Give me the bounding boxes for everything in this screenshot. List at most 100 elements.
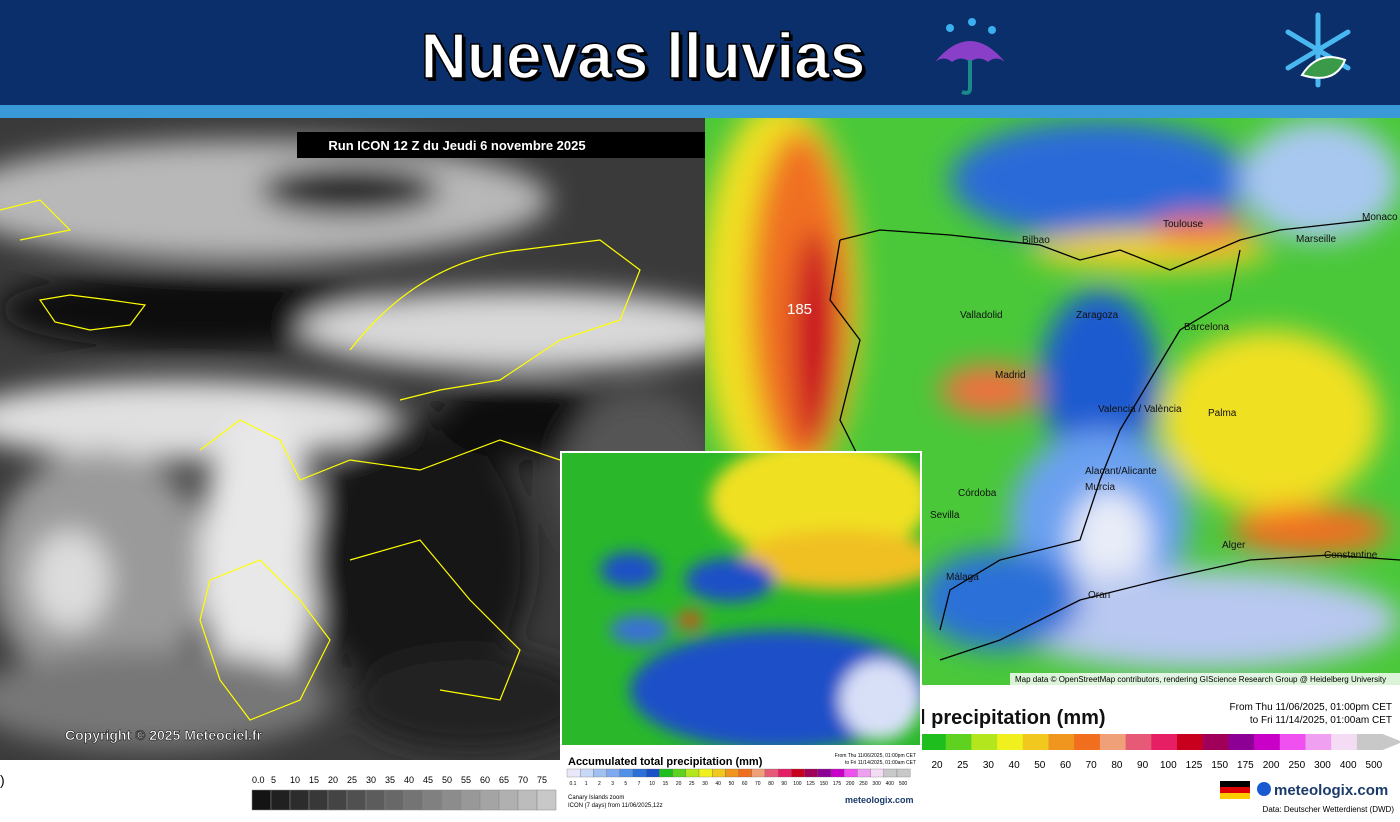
legend-swatch: [945, 734, 972, 750]
legend-label: 65: [499, 775, 509, 785]
attribution: Map data © OpenStreetMap contributors, r…: [1015, 675, 1386, 684]
city-label: Toulouse: [1163, 219, 1203, 230]
legend-label: 0.1: [570, 781, 577, 787]
legend-label: 175: [833, 781, 842, 787]
legend-swatch: [764, 768, 779, 778]
legend-label: 250: [1288, 760, 1305, 771]
inset-legend-title: Accumulated total precipitation (mm): [568, 756, 763, 768]
legend-label: 5: [271, 775, 276, 785]
city-label: Palma: [1208, 408, 1237, 419]
city-label: Valencia / València: [1098, 404, 1182, 415]
legend-label: 20: [328, 775, 338, 785]
city-label: Madrid: [995, 370, 1026, 381]
legend-label: 15: [309, 775, 319, 785]
legend-label: 60: [480, 775, 490, 785]
legend-label: 50: [729, 781, 735, 787]
legend-swatch: [536, 789, 557, 811]
legend-label: 40: [404, 775, 414, 785]
umbrella-icon: [935, 18, 1005, 95]
legend-swatch: [738, 768, 752, 778]
source: Data: Deutscher Wetterdienst (DWD): [1263, 805, 1395, 814]
legend-label: 125: [1186, 760, 1203, 771]
legend-swatch: [1074, 734, 1101, 750]
legend-label: 3: [611, 781, 614, 787]
legend-swatch: [791, 768, 805, 778]
legend-swatch: [1048, 734, 1075, 750]
legend-label: 10: [649, 781, 655, 787]
legend-swatch: [251, 789, 272, 811]
legend-label: 50: [442, 775, 452, 785]
legend-swatch: [580, 768, 594, 778]
legend-swatch: [619, 768, 634, 778]
max-value: 185: [787, 301, 812, 318]
legend-swatch: [870, 768, 884, 778]
legend-swatch: [1279, 734, 1306, 750]
legend-swatch: [1202, 734, 1229, 750]
brand-icon: [1257, 782, 1271, 796]
inset-zoom: Canary Islands zoom: [568, 795, 624, 801]
legend-swatch: [857, 768, 871, 778]
city-label: Oran: [1088, 590, 1110, 601]
legend-label: 7: [638, 781, 641, 787]
run-label: Run ICON 12 Z du Jeudi 6 novembre 2025: [328, 138, 585, 153]
legend-swatch: [1151, 734, 1178, 750]
legend-label: 20: [676, 781, 682, 787]
precipitation-map: 185 Bilbao Toulouse Marseille Monaco Vallado…: [705, 118, 1400, 685]
legend-swatch: [646, 768, 660, 778]
legend-label: 5: [624, 781, 627, 787]
legend-swatch: [712, 768, 726, 778]
legend-swatch: [606, 768, 620, 778]
legend-label: 175: [1237, 760, 1254, 771]
legend-swatch: [698, 768, 713, 778]
period-from: From Thu 11/06/2025, 01:00pm CET: [1230, 702, 1393, 713]
legend-label: 35: [385, 775, 395, 785]
legend-swatch: [1331, 734, 1358, 750]
legend-label: 200: [846, 781, 855, 787]
legend-label: 70: [518, 775, 528, 785]
legend-swatch: [883, 768, 898, 778]
legend-swatch: [685, 768, 700, 778]
legend-swatch: [403, 789, 424, 811]
legend-label: 40: [1009, 760, 1021, 771]
legend-label: 50: [1034, 760, 1046, 771]
city-label: Málaga: [946, 572, 979, 583]
legend-swatch: [632, 768, 647, 778]
legend-swatch: [270, 789, 291, 811]
legend-label: 25: [689, 781, 695, 787]
legend-swatch: [346, 789, 367, 811]
legend-label: 45: [423, 775, 433, 785]
city-label: Zaragoza: [1076, 310, 1119, 321]
legend-label: 30: [366, 775, 376, 785]
legend-label: 400: [886, 781, 895, 787]
legend-label: 30: [702, 781, 708, 787]
city-label: Murcia: [1085, 482, 1115, 493]
legend-swatch: [1254, 734, 1281, 750]
header-stripe: [0, 105, 1400, 118]
legend-label: 25: [347, 775, 357, 785]
legend-swatch: [804, 768, 818, 778]
legend-label: 100: [793, 781, 802, 787]
legend-label: 0.0: [252, 775, 265, 785]
legend-label: 30: [983, 760, 995, 771]
legend-swatch: [1022, 734, 1049, 750]
canary-map: [562, 453, 920, 745]
legend-label: 10: [290, 775, 300, 785]
brand: meteologix.com: [1274, 782, 1388, 799]
title: Nuevas lluvias: [421, 20, 866, 92]
legend-swatch: [460, 789, 481, 811]
legend-swatch: [308, 789, 329, 811]
legend-label: 300: [1314, 760, 1331, 771]
legend-label: 300: [872, 781, 881, 787]
legend-label: 25: [957, 760, 969, 771]
legend-label: 200: [1263, 760, 1280, 771]
legend-title: l precipitation (mm): [920, 707, 1106, 729]
flag: [1220, 781, 1250, 799]
city-label: Constantine: [1324, 550, 1378, 561]
legend-swatch: [1305, 734, 1332, 750]
header-bar: [0, 0, 1400, 105]
legend-label: 20: [931, 760, 943, 771]
legend-swatch: [997, 734, 1024, 750]
legend-swatch: [830, 768, 845, 778]
legend-label: 150: [1211, 760, 1228, 771]
